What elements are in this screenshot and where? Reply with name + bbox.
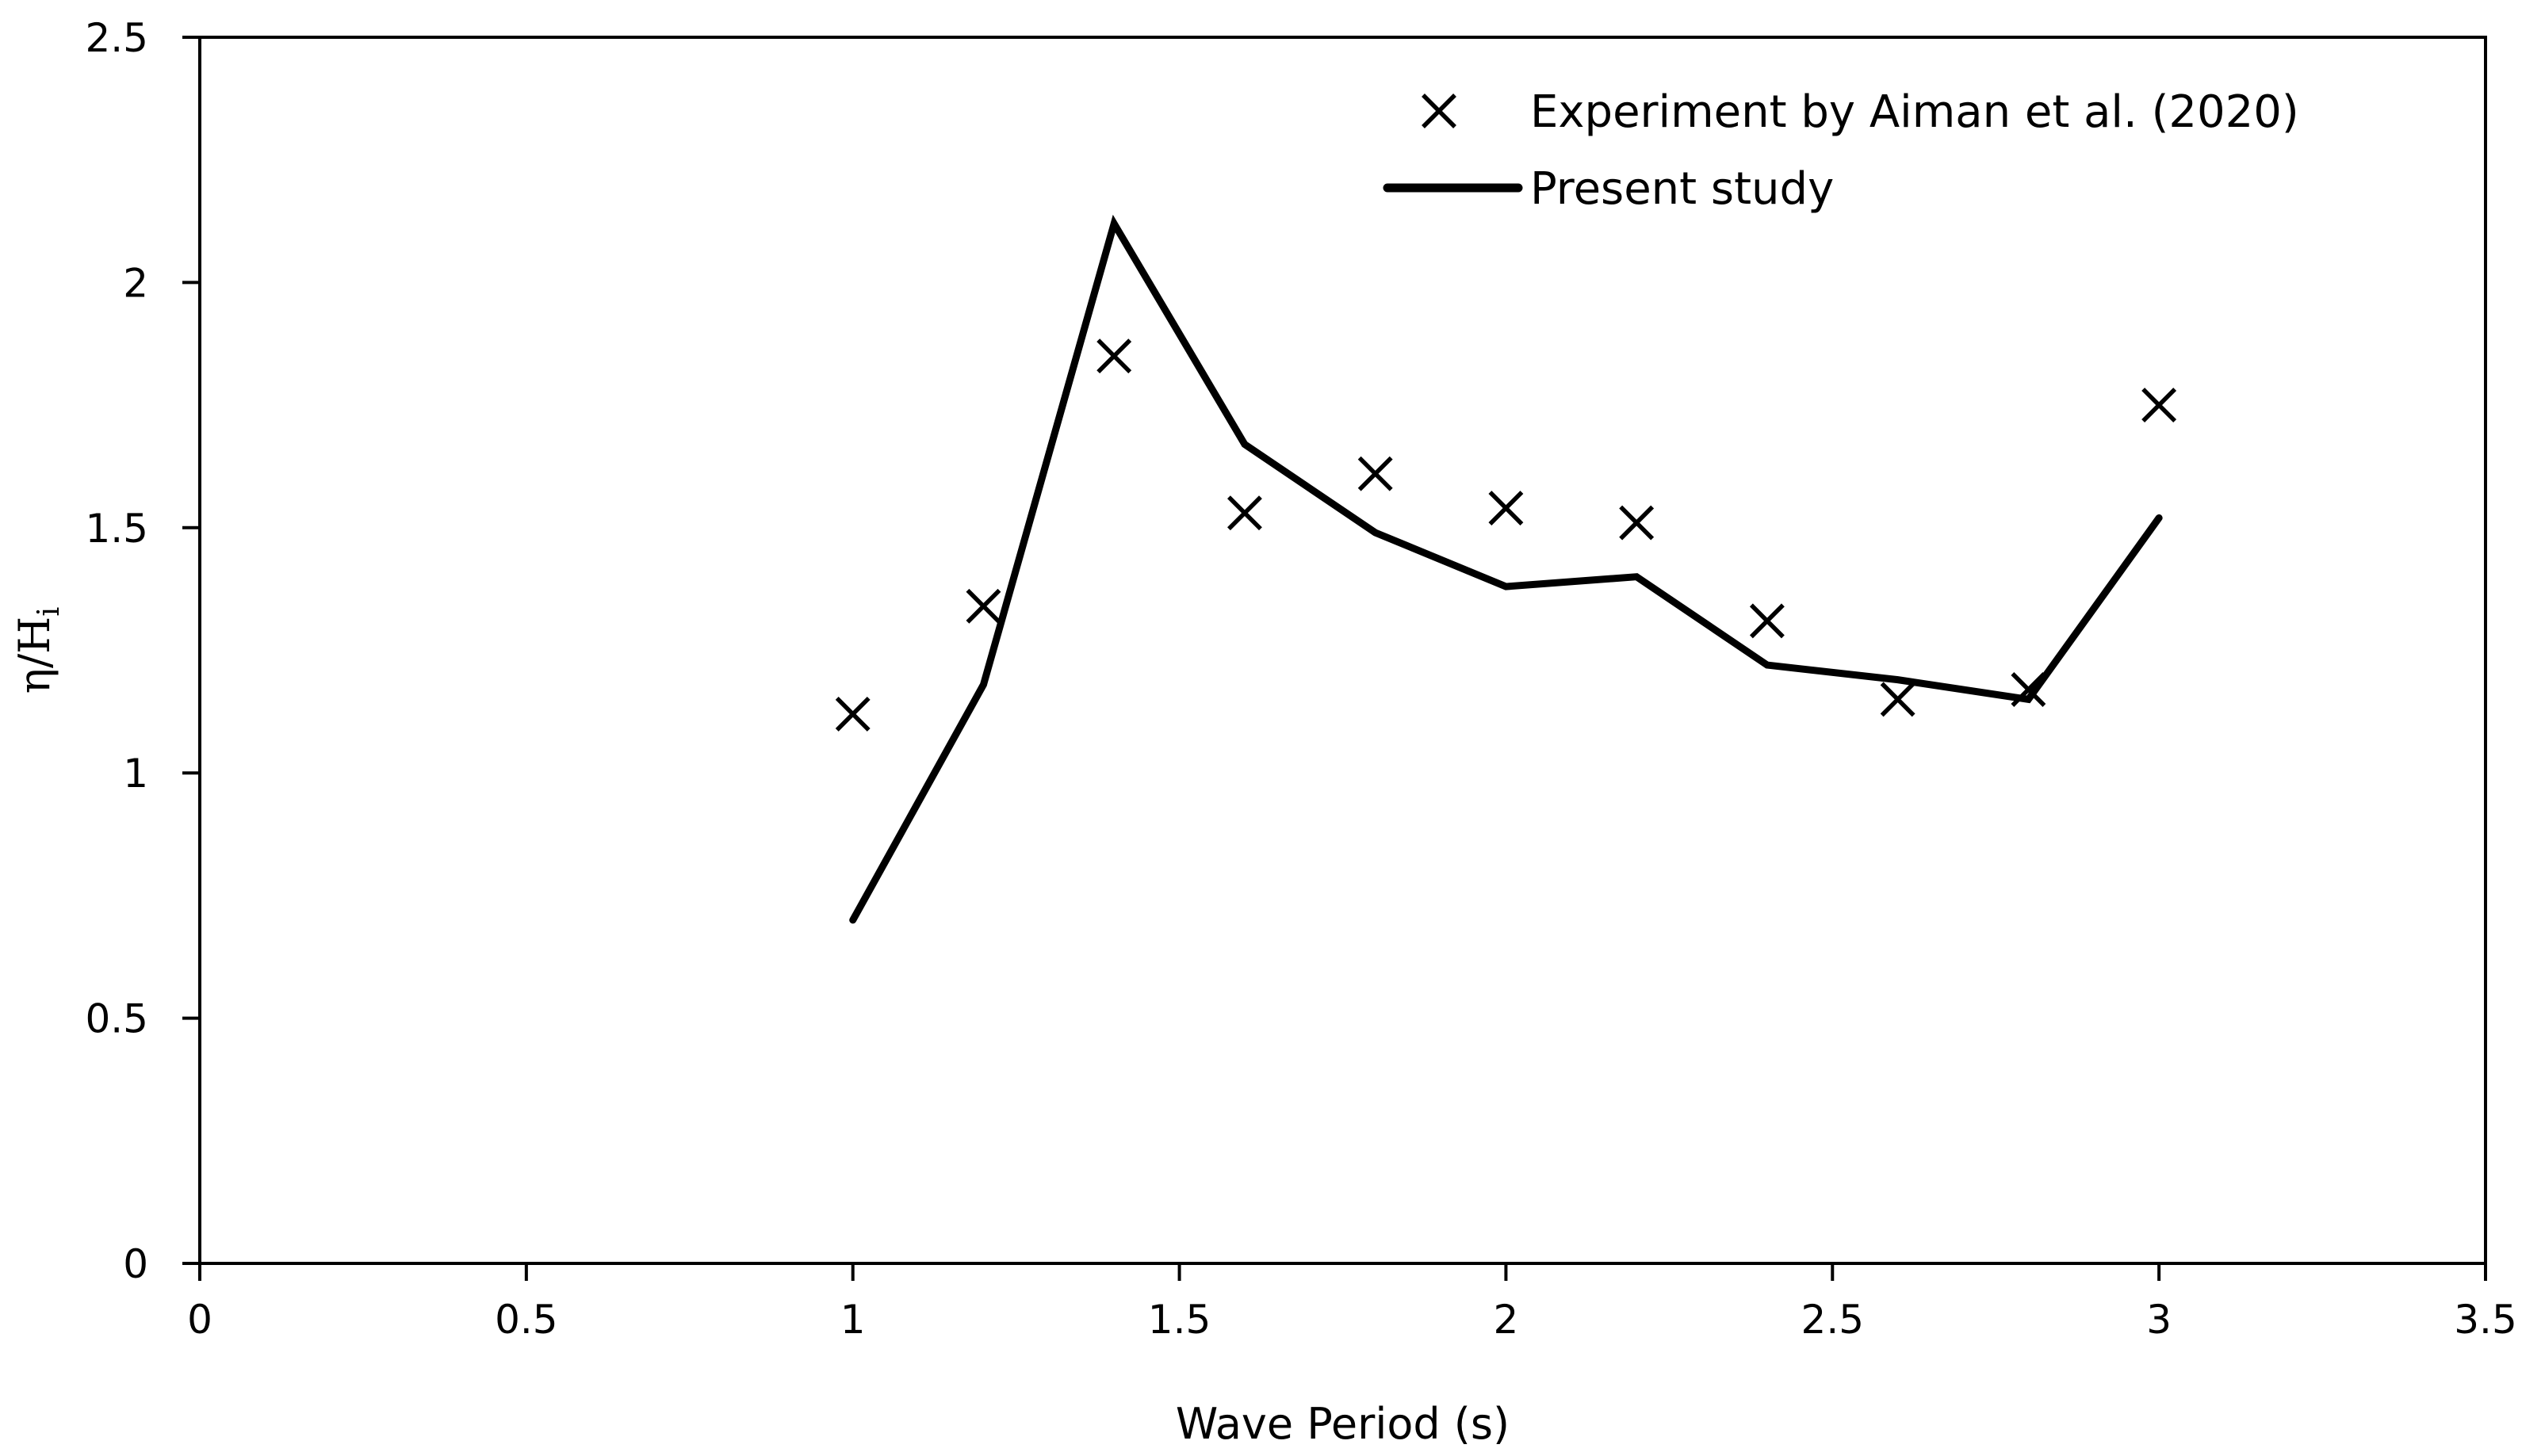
x-tick-label: 0.5: [495, 1297, 558, 1343]
y-tick-label: 0: [123, 1241, 148, 1287]
series-line-present-study: [849, 214, 2163, 924]
legend-label: Present study: [1530, 163, 1834, 215]
x-tick-label: 2: [1494, 1297, 1519, 1343]
y-tick-label: 2.5: [85, 15, 148, 61]
legend-marker-experiment: [1422, 94, 1456, 128]
y-tick-label: 0.5: [85, 996, 148, 1042]
data-point-experiment: [835, 696, 871, 732]
x-axis-title: Wave Period (s): [1176, 1399, 1510, 1449]
data-point-experiment: [1880, 682, 1915, 717]
x-tick-label: 3.5: [2454, 1297, 2517, 1343]
data-point-experiment: [1619, 505, 1655, 541]
data-point-experiment: [1357, 456, 1393, 491]
data-point-experiment: [2011, 672, 2046, 707]
x-tick-label: 0: [187, 1297, 212, 1343]
y-tick-label: 1.5: [85, 506, 148, 552]
data-point-experiment: [1227, 495, 1262, 531]
y-tick-label: 1: [123, 751, 148, 797]
data-point-experiment: [2141, 388, 2177, 423]
x-tick-label: 1: [840, 1297, 866, 1343]
data-point-experiment: [1488, 491, 1524, 525]
data-point-experiment: [1749, 603, 1785, 639]
x-tick-label: 2.5: [1801, 1297, 1865, 1343]
y-tick-label: 2: [123, 260, 148, 306]
x-tick-label: 3: [2146, 1297, 2172, 1343]
y-axis-title: η/Hi: [10, 607, 66, 694]
data-point-experiment: [966, 588, 1001, 624]
y-axis-title-main: η/H: [10, 617, 59, 694]
legend-label: Experiment by Aiman et al. (2020): [1530, 86, 2299, 138]
data-point-experiment: [1096, 338, 1132, 374]
plot-area-border: [198, 36, 2487, 1265]
y-axis-title-subscript: i: [31, 607, 66, 617]
x-tick-label: 1.5: [1148, 1297, 1211, 1343]
